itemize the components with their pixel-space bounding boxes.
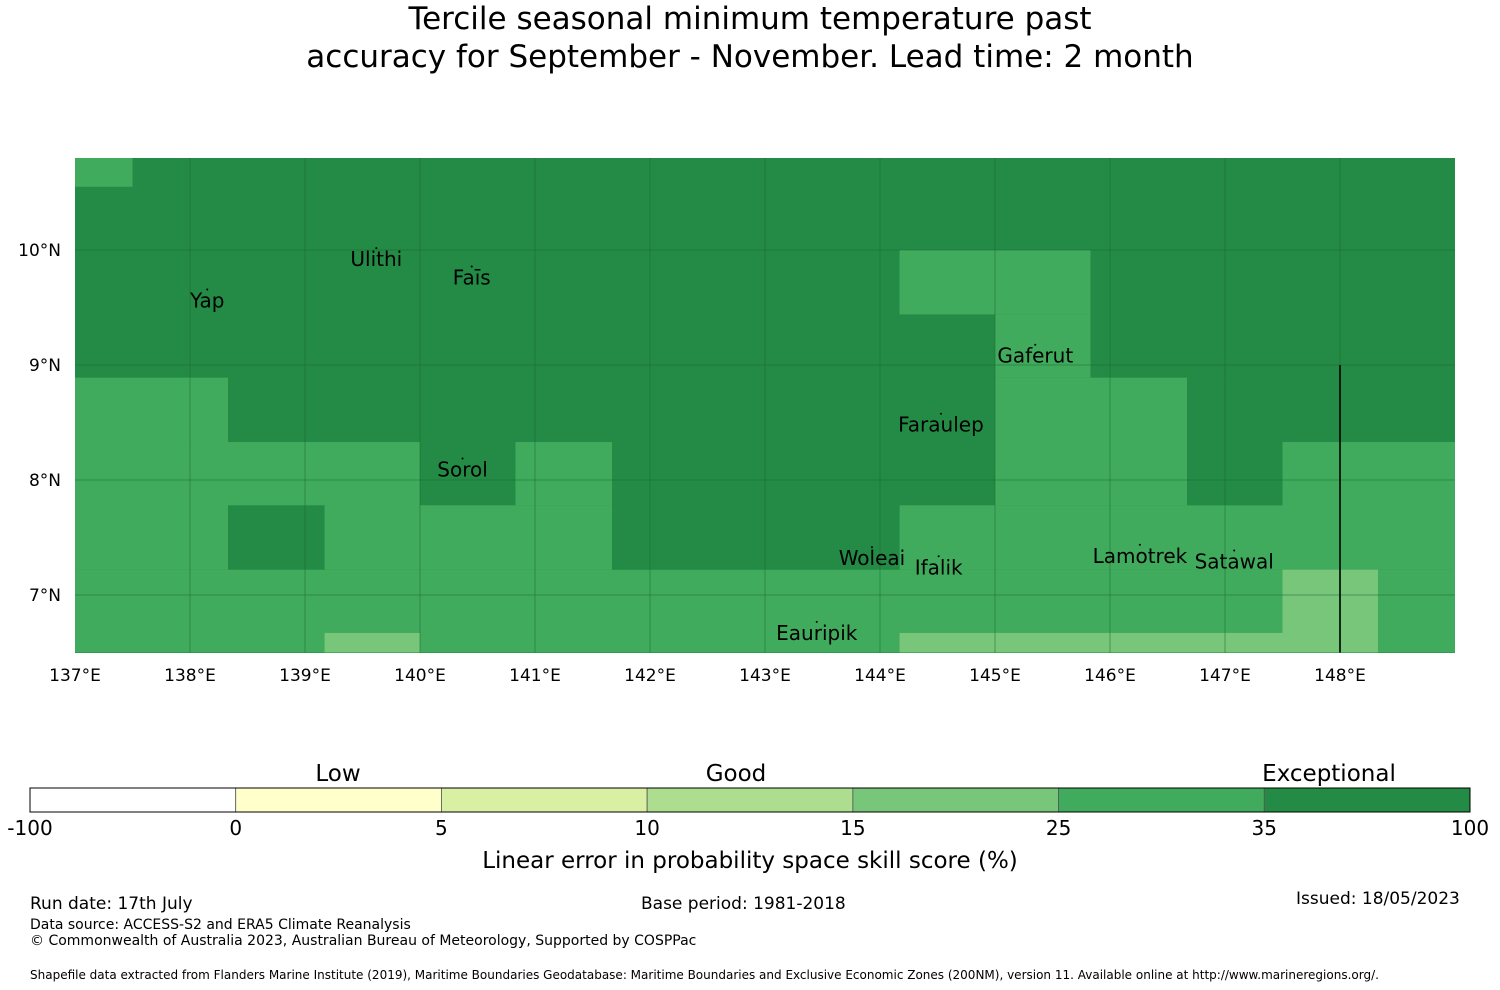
copyright: © Commonwealth of Australia 2023, Austra… (30, 933, 697, 949)
island-marker (939, 412, 942, 415)
island-marker (206, 288, 209, 291)
island-marker (1034, 343, 1037, 346)
title-line-1: Tercile seasonal minimum temperature pas… (408, 1, 1092, 37)
lon-tick-label: 144°E (854, 666, 906, 686)
lon-tick-label: 147°E (1199, 666, 1251, 686)
skill-cell (612, 505, 900, 570)
place-label: Faraulep (898, 413, 984, 437)
colorbar-category-label: Low (315, 761, 360, 787)
lon-tick-label: 145°E (969, 666, 1021, 686)
colorbar-frame (29, 787, 1471, 813)
lon-tick-label: 138°E (164, 666, 216, 686)
island-marker (937, 555, 940, 558)
colorbar-bin (235, 787, 442, 813)
colorbar-bin (29, 787, 237, 813)
lon-tick-label: 142°E (624, 666, 676, 686)
lon-tick-label: 140°E (394, 666, 446, 686)
lat-tick-label: 10°N (18, 241, 61, 261)
skill-cell (1282, 569, 1378, 653)
place-label: Yap (189, 289, 224, 313)
data-source: Data source: ACCESS-S2 and ERA5 Climate … (30, 917, 411, 933)
place-label: Satawal (1195, 550, 1274, 574)
skill-cell (227, 505, 325, 570)
island-marker (1138, 543, 1141, 546)
island-marker (461, 457, 464, 460)
skill-cell (324, 632, 420, 653)
lon-tick-label: 148°E (1314, 666, 1366, 686)
colorbar: -100 0 5 10 15 25 35 100 Low Good Exceptional Linea… (7, 761, 1489, 874)
skill-cell (420, 505, 613, 570)
colorbar-tick-label: 35 (1252, 816, 1277, 840)
lon-tick-label: 141°E (509, 666, 561, 686)
lon-tick-label: 137°E (49, 666, 101, 686)
skill-map: 137°E 138°E 139°E 140°E 141°E 142°E 143°E 144°E… (18, 158, 1455, 686)
colorbar-tick-label: 25 (1046, 816, 1071, 840)
skill-cell (899, 505, 1283, 570)
lat-tick-label: 7°N (29, 586, 61, 606)
lon-tick-label: 139°E (279, 666, 331, 686)
island-marker (815, 620, 818, 623)
skill-cell (995, 377, 1188, 506)
colorbar-tick-label: 0 (229, 816, 242, 840)
place-label: Lamotrek (1093, 544, 1188, 568)
title-line-2: accuracy for September - November. Lead … (306, 39, 1194, 75)
place-label: Ifalik (915, 555, 963, 579)
run-date: Run date: 17th July (30, 894, 193, 914)
skill-cell (75, 158, 133, 187)
colorbar-tick-label: 100 (1451, 816, 1489, 840)
lat-tick-label: 8°N (29, 471, 61, 491)
place-label: Gaferut (997, 344, 1073, 368)
colorbar-bin (646, 787, 854, 813)
colorbar-title: Linear error in probability space skill … (482, 848, 1018, 874)
colorbar-category-label: Exceptional (1262, 761, 1396, 787)
skill-cell (75, 377, 228, 443)
skill-cell (1282, 442, 1455, 570)
colorbar-tick-label: 10 (634, 816, 659, 840)
skill-cell (515, 442, 613, 506)
island-marker (375, 247, 378, 250)
colorbar-bin (1058, 787, 1265, 813)
colorbar-bin (852, 787, 1059, 813)
shapefile-credit: Shapefile data extracted from Flanders M… (30, 968, 1379, 982)
island-marker (870, 546, 873, 549)
colorbar-tick-label: -100 (7, 816, 52, 840)
place-label: Ulithi (350, 247, 402, 271)
skill-cell (995, 314, 1091, 378)
lon-tick-label: 143°E (739, 666, 791, 686)
chart-title: Tercile seasonal minimum temperature pas… (0, 0, 1500, 76)
colorbar-tick-label: 5 (435, 816, 448, 840)
place-label: Eauripik (776, 621, 858, 645)
lat-tick-label: 9°N (29, 356, 61, 376)
colorbar-bin (1263, 787, 1471, 813)
colorbar-category-label: Good (706, 761, 767, 787)
place-label: Woleai (839, 546, 906, 570)
colorbar-bin (441, 787, 648, 813)
island-marker (470, 265, 473, 268)
skill-cell (1187, 377, 1283, 506)
place-label: Sorol (437, 458, 488, 482)
island-marker (1233, 549, 1236, 552)
base-period: Base period: 1981-2018 (641, 894, 846, 914)
place-label: Faīs (453, 266, 491, 290)
colorbar-tick-label: 15 (840, 816, 865, 840)
lon-tick-label: 146°E (1084, 666, 1136, 686)
issued-date: Issued: 18/05/2023 (1296, 889, 1460, 909)
